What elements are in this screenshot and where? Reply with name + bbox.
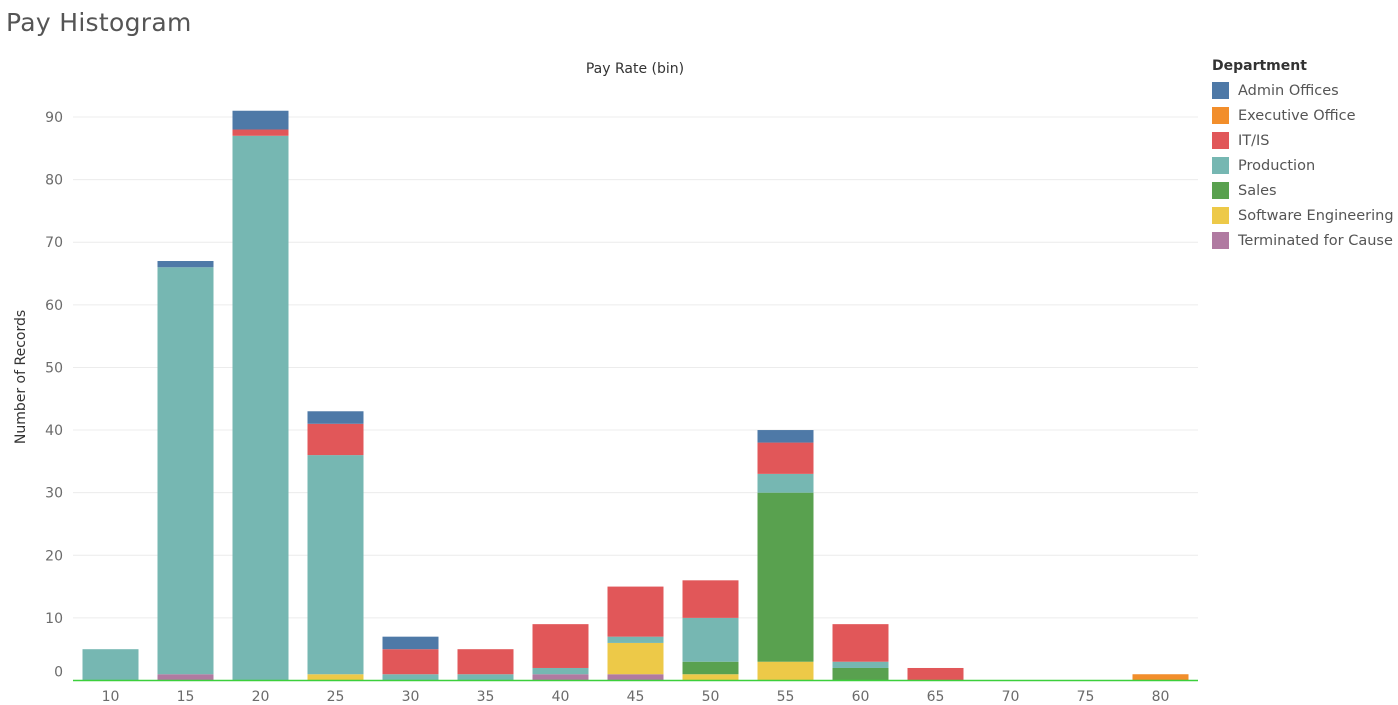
legend-item[interactable]: Sales — [1212, 178, 1394, 203]
bar-segment[interactable] — [382, 649, 439, 675]
bar-segment[interactable] — [682, 617, 739, 662]
bar-segment[interactable] — [532, 674, 589, 681]
legend-swatch — [1212, 182, 1229, 199]
legend-swatch — [1212, 157, 1229, 174]
pay-histogram-chart: Pay Rate (bin) Number of Records 0 10 20 30… — [13, 61, 1198, 705]
legend-swatch — [1212, 107, 1229, 124]
x-axis-ticks: 10 15 20 25 30 35 40 45 50 55 60 65 70 75 80 — [102, 689, 1170, 705]
bar-segment[interactable] — [382, 674, 439, 681]
bar-segment[interactable] — [757, 430, 814, 443]
bar-segment[interactable] — [607, 674, 664, 681]
legend-label: Software Engineering — [1238, 207, 1394, 224]
bar-segment[interactable] — [682, 674, 739, 681]
y-tick-label: 10 — [45, 611, 63, 627]
x-tick-label: 10 — [102, 689, 120, 705]
bar-segment[interactable] — [832, 624, 889, 662]
bar-segment[interactable] — [532, 667, 589, 675]
bar-segment[interactable] — [232, 110, 289, 130]
legend-swatch — [1212, 82, 1229, 99]
bar-segment[interactable] — [82, 649, 139, 681]
bar-segment[interactable] — [607, 586, 664, 637]
bar-segment[interactable] — [607, 636, 664, 643]
x-axis-title: Pay Rate (bin) — [586, 61, 684, 77]
legend-swatch — [1212, 232, 1229, 249]
bar-segment[interactable] — [457, 674, 514, 681]
bar-segment[interactable] — [307, 411, 364, 424]
bar-segment[interactable] — [757, 661, 814, 681]
bar-segment[interactable] — [382, 636, 439, 650]
bar-segment[interactable] — [232, 135, 289, 681]
bars[interactable] — [82, 110, 1189, 681]
legend-item[interactable]: Admin Offices — [1212, 78, 1394, 103]
legend-label: Terminated for Cause — [1238, 232, 1393, 249]
bar-segment[interactable] — [307, 455, 364, 675]
legend-item[interactable]: Software Engineering — [1212, 203, 1394, 228]
y-tick-label: 20 — [45, 548, 63, 564]
bar-segment[interactable] — [832, 661, 889, 668]
y-tick-label: 30 — [45, 486, 63, 502]
y-tick-label: 70 — [45, 235, 63, 251]
bar-segment[interactable] — [232, 129, 289, 136]
legend-label: Production — [1238, 157, 1316, 174]
bar-segment[interactable] — [307, 423, 364, 456]
bar-segment[interactable] — [907, 667, 964, 681]
legend-item[interactable]: IT/IS — [1212, 128, 1394, 153]
x-tick-label: 50 — [702, 689, 720, 705]
bar-segment[interactable] — [757, 492, 814, 662]
x-tick-label: 35 — [477, 689, 495, 705]
x-tick-label: 60 — [852, 689, 870, 705]
bar-segment[interactable] — [157, 674, 214, 681]
bar-segment[interactable] — [157, 261, 214, 268]
x-tick-label: 45 — [627, 689, 645, 705]
x-tick-label: 15 — [177, 689, 195, 705]
bar-segment[interactable] — [832, 667, 889, 681]
bar-segment[interactable] — [532, 624, 589, 668]
x-tick-label: 30 — [402, 689, 420, 705]
x-tick-label: 75 — [1077, 689, 1095, 705]
legend-swatch — [1212, 132, 1229, 149]
legend-label: IT/IS — [1238, 132, 1270, 149]
y-axis-title: Number of Records — [13, 310, 29, 444]
x-tick-label: 65 — [927, 689, 945, 705]
legend-item[interactable]: Terminated for Cause — [1212, 228, 1394, 253]
y-tick-label: 60 — [45, 298, 63, 314]
y-axis-ticks: 0 10 20 30 40 50 60 70 80 90 — [45, 110, 63, 681]
y-tick-label: 90 — [45, 110, 63, 126]
legend-items: Admin Offices Executive Office IT/IS Produc… — [1212, 78, 1394, 253]
bar-segment[interactable] — [757, 442, 814, 474]
bar-segment[interactable] — [607, 642, 664, 675]
legend-label: Admin Offices — [1238, 82, 1339, 99]
y-tick-label: 50 — [45, 360, 63, 376]
legend-item[interactable]: Executive Office — [1212, 103, 1394, 128]
legend-item[interactable]: Production — [1212, 153, 1394, 178]
bar-segment[interactable] — [757, 473, 814, 493]
bar-segment[interactable] — [157, 267, 214, 675]
x-tick-label: 55 — [777, 689, 795, 705]
x-tick-label: 40 — [552, 689, 570, 705]
y-tick-label: 0 — [54, 665, 63, 681]
legend: Department Admin Offices Executive Office… — [1212, 58, 1394, 253]
x-tick-label: 20 — [252, 689, 270, 705]
bar-segment[interactable] — [1132, 674, 1189, 681]
legend-title: Department — [1212, 58, 1307, 74]
y-tick-label: 40 — [45, 423, 63, 439]
x-tick-label: 70 — [1002, 689, 1020, 705]
legend-label: Executive Office — [1238, 107, 1356, 124]
x-tick-label: 80 — [1152, 689, 1170, 705]
legend-label: Sales — [1238, 182, 1277, 199]
page-title: Pay Histogram — [6, 8, 192, 37]
x-tick-label: 25 — [327, 689, 345, 705]
bar-segment[interactable] — [457, 649, 514, 675]
legend-swatch — [1212, 207, 1229, 224]
y-tick-label: 80 — [45, 173, 63, 189]
bar-segment[interactable] — [682, 661, 739, 675]
bar-segment[interactable] — [307, 674, 364, 681]
bar-segment[interactable] — [682, 580, 739, 618]
